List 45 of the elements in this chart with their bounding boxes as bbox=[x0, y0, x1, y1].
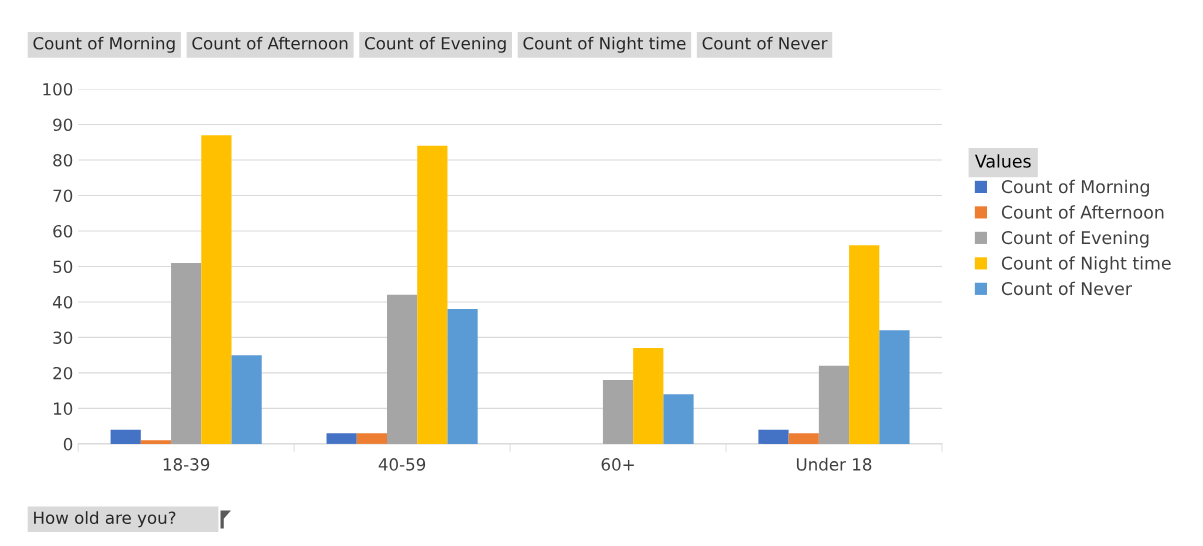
bar bbox=[356, 433, 387, 444]
legend-label: Count of Never bbox=[1001, 281, 1132, 296]
y-tick-label: 70 bbox=[53, 189, 73, 203]
bar bbox=[110, 429, 141, 444]
legend-title: Values bbox=[974, 154, 1031, 168]
legend-label: Count of Evening bbox=[1001, 230, 1149, 248]
bar bbox=[879, 330, 910, 444]
legend-label: Count of Morning bbox=[1001, 179, 1149, 197]
x-tick-label: 18-39 bbox=[163, 458, 210, 471]
y-tick-label: 100 bbox=[43, 82, 73, 96]
bar bbox=[417, 145, 448, 444]
y-tick-label: 10 bbox=[53, 402, 73, 415]
x-axis-title: How old are you? bbox=[34, 511, 176, 528]
y-tick-label: 80 bbox=[53, 153, 73, 167]
bar bbox=[386, 294, 418, 444]
bar bbox=[140, 440, 172, 444]
text: Count of Afternoon bbox=[192, 36, 348, 50]
bar bbox=[326, 433, 357, 444]
y-tick-label: 20 bbox=[53, 366, 73, 380]
x-tick-label: 40-59 bbox=[378, 458, 426, 471]
text: Count of Night time bbox=[523, 36, 686, 53]
bar bbox=[818, 365, 850, 444]
bar bbox=[201, 135, 232, 444]
x-tick-label: 60+ bbox=[601, 458, 634, 471]
bar bbox=[633, 348, 664, 444]
y-tick-label: 60 bbox=[53, 224, 73, 238]
y-tick-label: 0 bbox=[63, 437, 73, 451]
bar bbox=[663, 394, 694, 444]
y-tick-label: 90 bbox=[53, 118, 73, 132]
bar bbox=[849, 245, 880, 444]
bar bbox=[602, 380, 634, 444]
bar bbox=[788, 433, 819, 444]
legend-label: Count of Afternoon bbox=[1001, 205, 1164, 219]
y-tick-label: 50 bbox=[53, 260, 73, 274]
text: Count of Evening bbox=[364, 36, 506, 53]
bar bbox=[447, 309, 478, 444]
text: Count of Never bbox=[702, 36, 828, 50]
legend-label: Count of Night time bbox=[1001, 256, 1171, 274]
y-tick-label: 40 bbox=[52, 295, 73, 309]
bar bbox=[758, 429, 789, 444]
bar bbox=[231, 355, 262, 444]
x-tick-label: Under 18 bbox=[796, 457, 872, 471]
text: Count of Morning bbox=[33, 36, 175, 53]
bar bbox=[171, 262, 202, 444]
y-tick-label: 30 bbox=[53, 331, 73, 344]
